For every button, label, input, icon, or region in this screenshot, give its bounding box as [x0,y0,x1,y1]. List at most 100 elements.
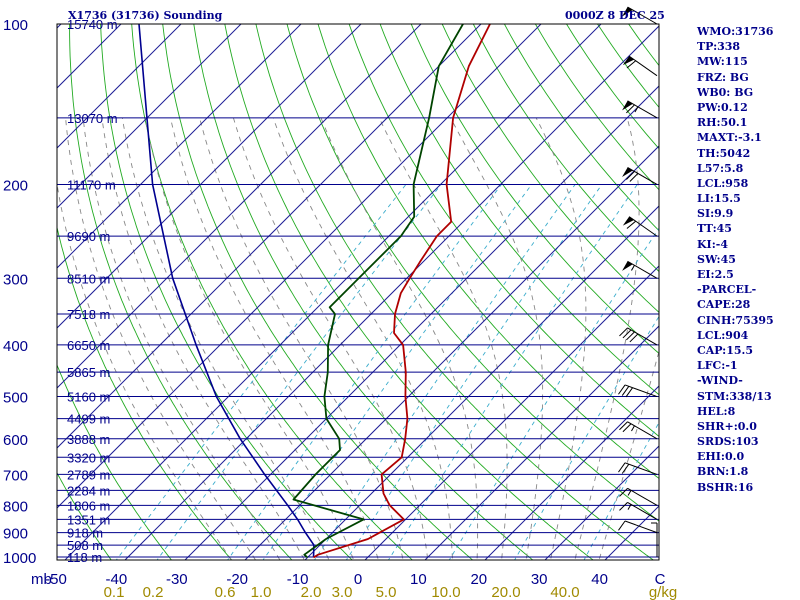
height-label: 918 m [67,526,103,541]
wind-barb-pennant [622,261,633,271]
wind-barb-flag [621,386,630,396]
mixing-ratio-tick-label: 3.0 [332,584,353,600]
wind-barb-half-flag [627,490,632,496]
isotherm [124,25,659,560]
mixing-ratio-line [345,184,603,560]
wind-barb [622,55,658,77]
stat-line: CINH:75395 [697,313,774,327]
wind-barb-flag [626,60,637,69]
wind-barb-flag [619,421,628,431]
stat-line: PW:0.12 [697,100,748,114]
isotherm [57,24,362,329]
temperature-tick-label: C [655,571,666,588]
wind-barb-staff [624,520,658,534]
wind-barb-pennant [622,167,633,177]
wind-barb [622,6,658,25]
wind-barb-half-flag [627,504,632,510]
wind-barb-staff [627,501,658,520]
wind-barb-pennant [622,216,635,226]
dry-adiabat [57,363,173,560]
isotherm [364,265,659,560]
temperature-line [313,24,491,559]
stat-line: TP:338 [697,40,741,54]
pressure-tick-label: 700 [3,467,28,484]
pressure-tick-label: 900 [3,526,28,543]
wind-barb-staff [624,462,658,475]
temperature-tick-label: -30 [166,571,188,588]
wind-barb-flag [629,333,639,343]
stat-line: FRZ: BG [697,70,749,84]
wind-barb-staff [624,384,658,398]
moist-adiabat [378,117,508,560]
wind-barb-flag [626,331,635,341]
height-label: 9690 m [67,229,110,244]
mixing-ratio-line [227,184,502,560]
pressure-tick-label: 200 [3,177,28,194]
wind-barb [622,260,658,279]
moist-adiabat [101,117,305,560]
wind-barb-flag [618,384,626,395]
moist-adiabat [199,117,404,560]
pressure-tick-label: 300 [3,271,28,288]
wind-barb-staff [627,487,658,506]
mixing-ratio-line [583,421,659,560]
height-label: 5865 m [67,365,110,380]
mixing-ratio-line [387,184,638,560]
stat-line: LI:15.5 [697,192,741,206]
height-label: 8510 m [67,271,110,286]
wind-barb [619,421,658,440]
mixing-ratio-line [514,315,659,560]
wind-barb-flag [626,104,635,114]
wind-barb-flag [619,487,628,497]
isotherm [244,145,659,560]
stat-line: HEL:8 [697,404,736,418]
mixing-ratio-tick-label: 20.0 [491,584,520,600]
temperature-tick-label: -10 [287,571,309,588]
isotherm [184,85,659,560]
mixing-ratio-tick-label: 40.0 [550,584,579,600]
mixing-ratio-tick-label: 1.0 [251,584,272,600]
height-label: 13070 m [67,111,118,126]
height-label: 6650 m [67,338,110,353]
height-label: 3888 m [67,432,110,447]
height-label: 508 m [67,538,103,553]
stat-line: BSHR:16 [697,480,754,494]
stat-line: CAP:15.5 [697,343,754,357]
isotherm [544,445,659,560]
height-label: 11170 m [67,177,116,192]
wind-barb [619,327,658,346]
wind-barb-staff [627,421,658,440]
wind-barb-flag [629,173,639,182]
pressure-tick-label: 1000 [3,550,36,567]
isotherm [57,24,242,209]
stat-line: KI:-4 [697,237,728,251]
stat-line: STM:338/13 [697,389,772,403]
stat-line: EHI:0.0 [697,450,745,464]
stat-line: LCL:904 [697,328,749,342]
isotherm [304,205,659,560]
mixing-ratio-line [115,184,407,560]
wind-barb-pennant [622,7,633,17]
height-label: 118 m [67,550,102,565]
isotherm [57,24,422,389]
stat-line: EI:2.5 [697,268,734,281]
mixing-ratio-tick-label: 10.0 [431,584,460,600]
stat-line: CAPE:28 [697,298,751,312]
wind-barb-staff [627,167,658,185]
wind-barb-flag [621,463,630,474]
stat-line: LFC:-1 [697,359,738,373]
moist-adiabat [232,117,429,560]
stat-line: MAXT:-3.1 [697,131,762,145]
parcel-path-line [138,24,315,558]
wind-barb-flag [626,220,637,229]
temperature-tick-label: 20 [470,571,487,588]
wind-barb-staff [627,327,658,346]
stat-line: WB0: BG [697,85,754,99]
wind-barb [619,501,658,520]
isotherm [57,24,542,509]
height-label: 1351 m [67,512,110,527]
temperature-tick-label: 40 [591,571,608,588]
wind-barb [622,216,658,237]
isotherm [484,385,659,560]
